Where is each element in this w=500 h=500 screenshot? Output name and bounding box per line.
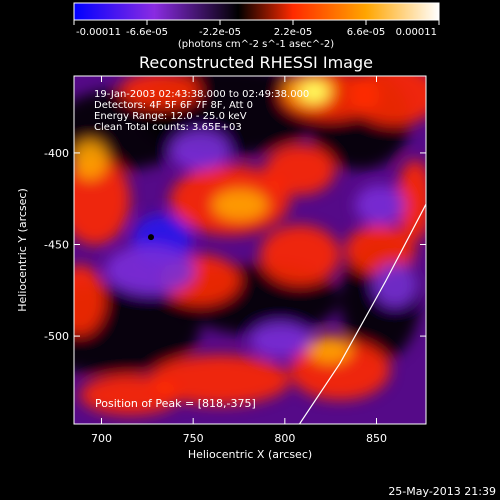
- colorbar-tick-label: -6.6e-05: [126, 27, 168, 38]
- footer-date: 25-May-2013 21:39: [388, 485, 496, 498]
- y-tick-label: -400: [44, 147, 69, 160]
- x-tick-label: 850: [366, 432, 387, 445]
- axis-ticks: 700 750 800 850 -400 -450 -500: [44, 76, 426, 445]
- x-axis-label: Heliocentric X (arcsec): [188, 448, 312, 461]
- colorbar-tick-label: -2.2e-05: [199, 27, 241, 38]
- colorbar-tick-label: -0.00011: [76, 27, 121, 38]
- solar-limb-curve: [299, 203, 426, 424]
- peak-position-label: Position of Peak = [818,-375]: [95, 397, 256, 410]
- minimum-marker: [148, 234, 154, 241]
- heatmap-image: [74, 76, 426, 424]
- annotation-line: 19-Jan-2003 02:43:38.000 to 02:49:38.000: [94, 89, 309, 100]
- x-tick-label: 750: [183, 432, 204, 445]
- colorbar: [73, 2, 440, 21]
- plot-frame: [73, 75, 427, 425]
- colorbar-tick-label: 6.6e-05: [347, 27, 385, 38]
- colorbar-tick-label: 2.2e-05: [274, 27, 312, 38]
- colorbar-ticks: -0.00011 -6.6e-05 -2.2e-05 2.2e-05 6.6e-05 0.…: [73, 20, 440, 38]
- annotations: 19-Jan-2003 02:43:38.000 to 02:49:38.000…: [94, 89, 309, 133]
- y-tick-label: -500: [44, 330, 69, 343]
- annotation-line: Clean Total counts: 3.65E+03: [94, 122, 242, 133]
- annotation-line: Energy Range: 12.0 - 25.0 keV: [94, 111, 247, 122]
- x-tick-label: 700: [91, 432, 112, 445]
- x-tick-label: 800: [274, 432, 295, 445]
- colorbar-tick-label: 0.00011: [396, 27, 437, 38]
- y-axis-label: Heliocentric Y (arcsec): [16, 188, 29, 312]
- chart-title: Reconstructed RHESSI Image: [139, 53, 373, 72]
- y-tick-label: -450: [44, 239, 69, 252]
- annotation-line: Detectors: 4F 5F 6F 7F 8F, Att 0: [94, 100, 253, 111]
- colorbar-unit-label: (photons cm^-2 s^-1 asec^-2): [178, 39, 334, 50]
